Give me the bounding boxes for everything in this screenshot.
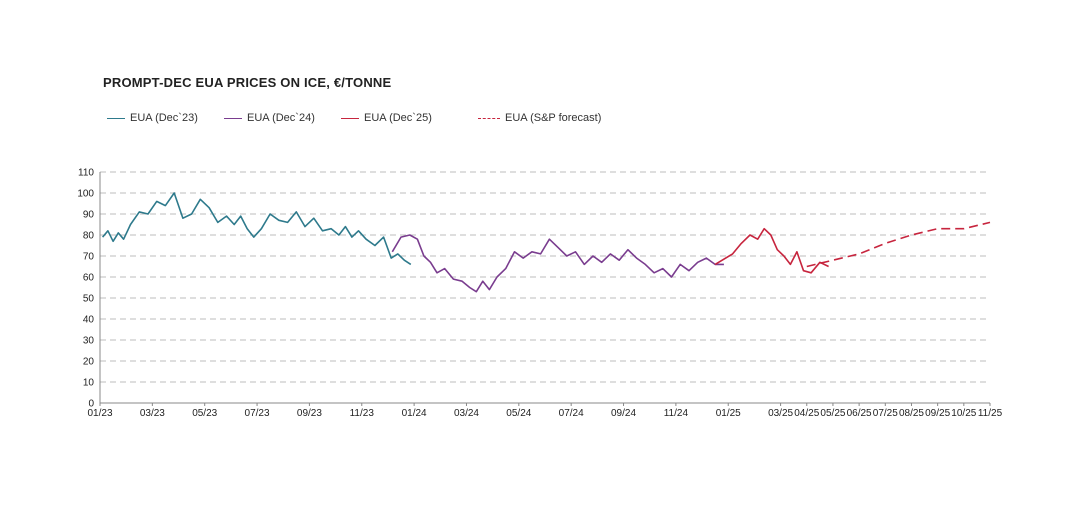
legend-label-forecast: EUA (S&P forecast)	[505, 112, 602, 124]
legend-item-dec24: EUA (Dec`24)	[224, 112, 315, 124]
x-tick-label: 04/25	[794, 408, 819, 419]
x-tick-label: 05/23	[192, 408, 217, 419]
x-tick-label: 06/25	[847, 408, 872, 419]
legend-swatch-dec23	[107, 117, 125, 119]
legend-swatch-forecast	[478, 117, 500, 119]
legend-swatch-dec24	[224, 117, 242, 119]
legend-item-forecast: EUA (S&P forecast)	[478, 112, 601, 124]
x-tick-label: 09/23	[297, 408, 322, 419]
x-tick-label: 07/25	[873, 408, 898, 419]
x-tick-label: 07/23	[245, 408, 270, 419]
y-tick-label: 30	[83, 336, 95, 347]
legend-label-dec23: EUA (Dec`23)	[130, 112, 198, 124]
x-tick-label: 11/23	[350, 408, 375, 419]
series-line-2	[714, 227, 829, 274]
legend-swatch-dec25	[341, 117, 359, 119]
x-tick-label: 03/24	[454, 408, 479, 419]
y-tick-label: 50	[83, 294, 95, 305]
x-tick-label: 08/25	[899, 408, 924, 419]
x-tick-label: 09/25	[925, 408, 950, 419]
y-tick-label: 40	[83, 315, 95, 326]
y-tick-label: 80	[83, 231, 95, 242]
x-tick-label: 01/24	[402, 408, 427, 419]
x-tick-label: 10/25	[951, 408, 976, 419]
x-tick-label: 11/24	[664, 408, 689, 419]
x-tick-label: 03/25	[768, 408, 793, 419]
x-tick-label: 07/24	[559, 408, 584, 419]
y-tick-label: 70	[83, 252, 95, 263]
x-tick-label: 01/25	[716, 408, 741, 419]
legend-item-dec23: EUA (Dec`23)	[107, 112, 198, 124]
y-tick-label: 10	[83, 378, 95, 389]
series-line-1	[391, 234, 724, 293]
series-line-3	[806, 221, 991, 268]
y-tick-label: 20	[83, 357, 95, 368]
x-tick-label: 03/23	[140, 408, 165, 419]
x-tick-label: 11/25	[978, 408, 1003, 419]
series-line-0	[101, 192, 412, 266]
y-tick-label: 110	[78, 168, 94, 179]
y-tick-label: 90	[83, 210, 95, 221]
x-tick-label: 05/25	[820, 408, 845, 419]
y-tick-label: 100	[77, 189, 94, 200]
x-tick-label: 09/24	[611, 408, 636, 419]
x-tick-label: 01/23	[87, 408, 112, 419]
chart-title: PROMPT-DEC EUA PRICES ON ICE, €/TONNE	[103, 75, 392, 90]
x-tick-label: 05/24	[506, 408, 531, 419]
y-tick-label: 60	[83, 273, 95, 284]
legend-label-dec25: EUA (Dec`25)	[364, 112, 432, 124]
legend-label-dec24: EUA (Dec`24)	[247, 112, 315, 124]
legend-item-dec25: EUA (Dec`25)	[341, 112, 432, 124]
y-tick-label: 0	[88, 399, 94, 410]
